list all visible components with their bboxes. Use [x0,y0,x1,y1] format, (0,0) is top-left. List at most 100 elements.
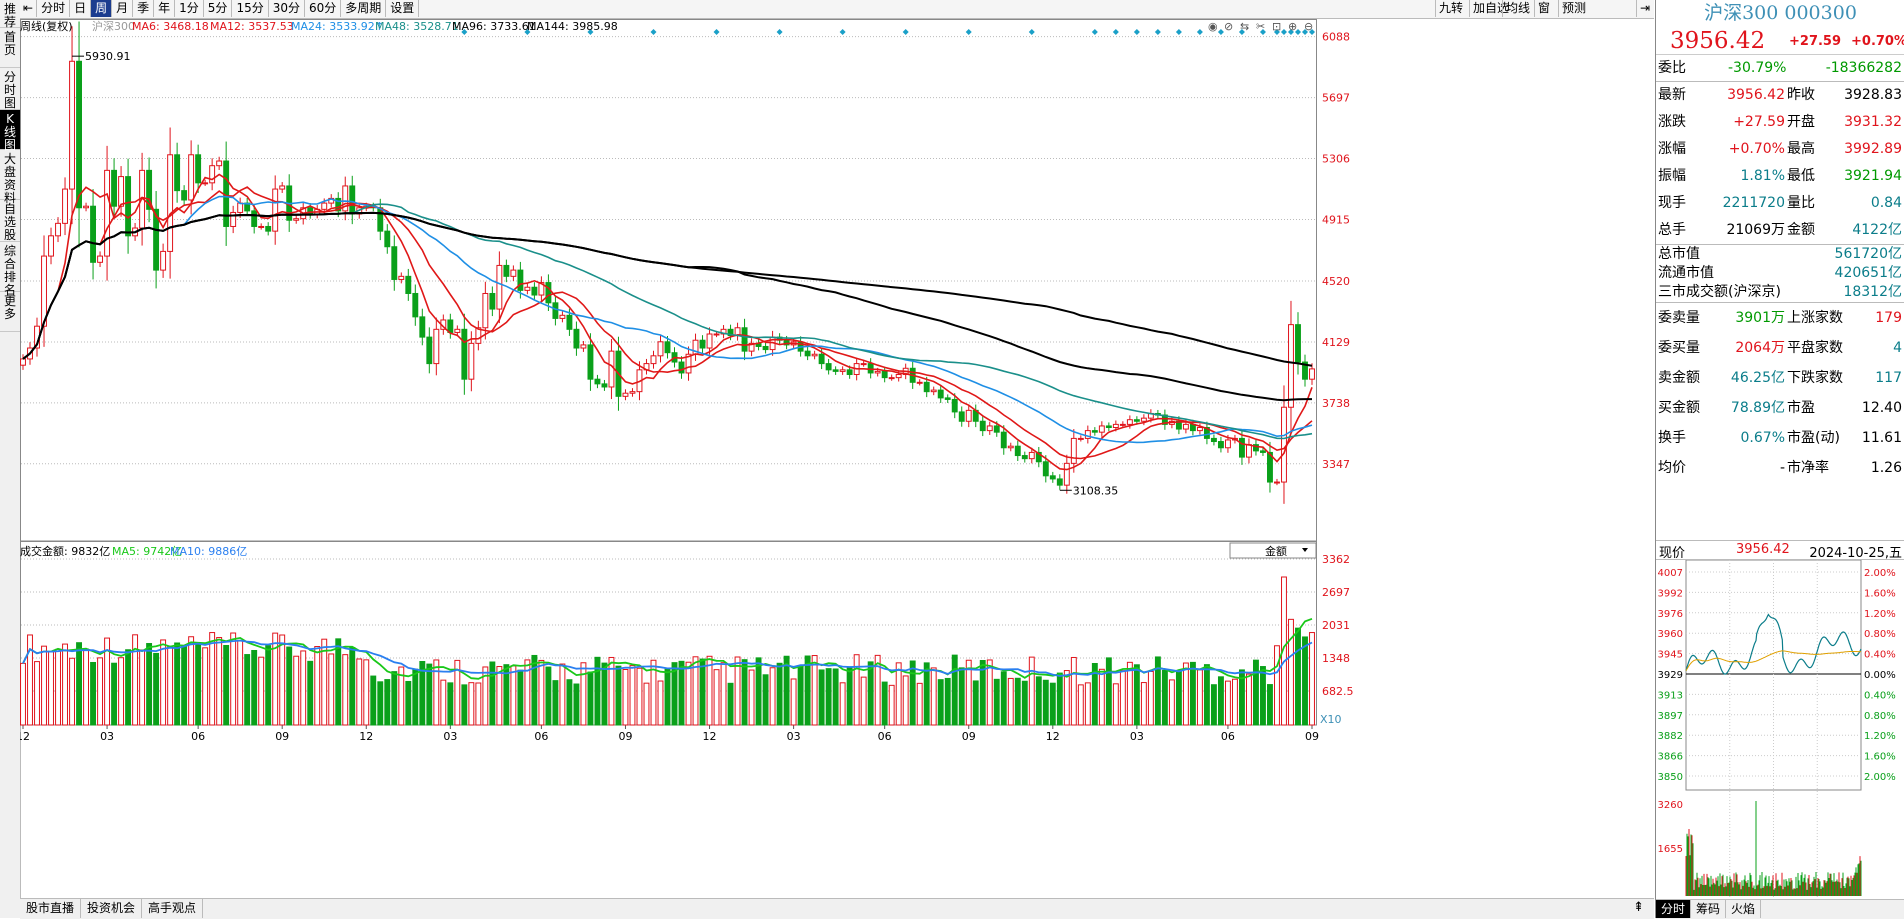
sidebar-item-ranking[interactable]: 综合排名 [0,242,20,297]
event-diamond-icon[interactable] [524,29,531,35]
kline-chart[interactable]: 6088 5697 5306 4915 4520 4129 3738 3347 3362 2697… [20,19,1654,893]
volume-bar [727,682,734,726]
timeframe-6[interactable]: 1分 [175,0,204,17]
volume-bar [370,675,377,726]
volume-bar [1140,682,1147,726]
zoom-out-icon[interactable]: ⊖ [1304,20,1313,33]
toolbar-right-0[interactable]: 九转 [1435,0,1466,17]
event-diamond-icon[interactable] [1280,29,1287,35]
sidebar-item-watchlist[interactable]: 自选股 [0,200,20,242]
candle-body [153,208,160,271]
x-tick-label: 12 [1046,730,1060,743]
compress-icon[interactable]: ⊡ [1272,20,1281,33]
volume-bar [1105,657,1112,726]
event-diamond-icon[interactable] [839,29,846,35]
event-diamond-icon[interactable] [1301,29,1308,35]
event-diamond-icon[interactable] [461,29,468,35]
timeframe-10[interactable]: 60分 [305,0,342,17]
timeframe-11[interactable]: 多周期 [341,0,387,17]
volume-bar [398,666,405,726]
timeframe-12[interactable]: 设置 [386,0,420,17]
event-diamond-icon[interactable] [776,29,783,35]
candle-body [1098,425,1105,433]
event-diamond-icon[interactable] [1294,29,1301,35]
event-diamond-icon[interactable] [1091,29,1098,35]
event-diamond-icon[interactable] [1259,29,1266,35]
timeframe-0[interactable]: 分时 [37,0,71,17]
event-diamond-icon[interactable] [1133,29,1140,35]
mini-left-tick: 3960 [1658,629,1683,640]
volume-bar [300,650,307,726]
rows-label: 最高 [1787,141,1815,157]
toolbar-right-3[interactable]: 窗 [1534,0,1553,17]
mini-tab-1[interactable]: 筹码 [1691,900,1727,918]
event-diamond-icon[interactable] [1217,29,1224,35]
timeframe-2[interactable]: 周 [91,0,113,17]
event-diamond-icon[interactable] [650,29,657,35]
current-price: 3956.42 [1670,28,1766,54]
event-diamond-icon[interactable] [965,29,972,35]
event-diamond-icon[interactable] [1309,29,1315,35]
pin-icon[interactable]: ⇥ [1636,0,1653,17]
bottom-tab-2[interactable]: 高手观点 [142,899,204,918]
timeframe-7[interactable]: 5分 [204,0,233,17]
volume-bar [1302,636,1308,726]
event-diamond-icon[interactable] [902,29,909,35]
toolbar-right-1[interactable]: 加自选 [1469,0,1512,17]
timeframe-3[interactable]: 月 [112,0,134,17]
eye-slash-icon[interactable]: ⊘ [1224,20,1233,33]
event-diamond-icon[interactable] [1287,29,1294,35]
candle-body [741,327,748,352]
volume-bar [531,654,538,726]
event-diamond-icon[interactable] [1154,29,1161,35]
event-diamond-icon[interactable] [713,29,720,35]
toolbar-right-4[interactable]: 预测 [1558,0,1589,17]
sidebar-item-timeshare[interactable]: 分时图 [0,68,20,110]
scroll-top-icon[interactable]: ⇞ [1633,900,1644,915]
volume-selector[interactable] [1229,542,1317,559]
toolbar-right-2[interactable]: 均线 [1502,0,1533,17]
candle-body [468,342,475,380]
intraday-chart[interactable]: 4007 2.00% 3992 1.60% 3976 1.20% 3960 0.80% 3945… [1656,560,1904,898]
sidebar-item-recommend[interactable]: 推荐 [0,0,20,29]
stretch-icon[interactable]: ⇆ [1240,20,1249,33]
bottom-tab-1[interactable]: 投资机会 [81,899,143,918]
candle-body [279,185,286,190]
timeframe-9[interactable]: 30分 [269,0,305,17]
candle-body [881,370,888,379]
event-diamond-icon[interactable] [1196,29,1203,35]
event-diamond-icon[interactable] [1238,29,1245,35]
volume-bar [1161,669,1168,726]
sidebar-item-market[interactable]: 大盘资料 [0,150,20,205]
market-stats: 总市值 561720亿 流通市值 420651亿 三市成交额(沪深京) 18312亿 [1656,245,1904,303]
mini-tab-2[interactable]: 火焰 [1726,900,1762,918]
volume-bar [195,642,202,726]
event-diamond-icon[interactable] [1112,29,1119,35]
zoom-in-icon[interactable]: ⊕ [1288,20,1297,33]
chevron-down-icon[interactable] [1302,548,1308,552]
bottom-tab-0[interactable]: 股市直播 [20,899,82,918]
volume-bar [986,659,993,726]
candle-body [321,202,328,210]
scissors-icon[interactable]: ✂ [1256,20,1265,33]
timeframe-1[interactable]: 日 [70,0,92,17]
sidebar-item-home[interactable]: 首页 [0,28,20,68]
volume-bar [146,643,153,726]
mini-left-tick: 3992 [1658,588,1683,599]
mini-label: 现价 [1659,546,1686,561]
timeframe-8[interactable]: 15分 [232,0,269,17]
eye-icon[interactable]: ◉ [1208,20,1218,33]
toolbar-icon[interactable]: ⇤ [20,0,38,17]
sidebar-item-more[interactable]: 更多 [0,292,20,332]
event-diamond-icon[interactable] [1175,29,1182,35]
event-diamond-icon[interactable] [1028,29,1035,35]
timeframe-5[interactable]: 年 [154,0,176,17]
volume-bar [636,667,643,726]
event-diamond-icon[interactable] [1273,29,1280,35]
timeframe-4[interactable]: 季 [133,0,155,17]
rows2-row: 买金额 78.89亿 市盈 12.40 [1656,393,1904,423]
mini-tab-0[interactable]: 分时 [1656,900,1692,918]
event-diamond-icon[interactable] [587,29,594,35]
x-tick-label: 06 [1221,730,1235,743]
